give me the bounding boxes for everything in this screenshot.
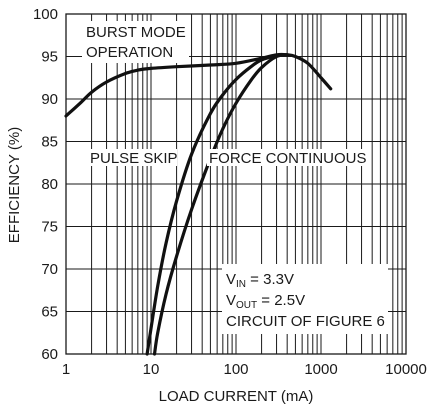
- x-tick-label: 10: [143, 361, 160, 378]
- burst-label-bg: [82, 21, 189, 63]
- y-tick-label: 70: [41, 261, 58, 278]
- y-tick-label: 60: [41, 346, 58, 363]
- condition-circuit: CIRCUIT OF FIGURE 6: [226, 313, 385, 330]
- condition-vout: VOUT = 2.5V: [226, 292, 305, 311]
- y-tick-label: 100: [33, 6, 58, 23]
- x-tick-label: 100: [223, 361, 248, 378]
- y-tick-label: 65: [41, 304, 58, 321]
- condition-vin: VIN = 3.3V: [226, 271, 294, 290]
- plot-frame: [65, 13, 407, 355]
- force-continuous-curve: [152, 53, 289, 356]
- conditions-box-bg: [222, 264, 388, 334]
- curves: [64, 52, 333, 356]
- force-continuous-label-bg: [207, 149, 367, 166]
- force-continuous-label: FORCE CONTINUOUS: [209, 150, 367, 167]
- pulse-skip-label-bg: [88, 149, 177, 166]
- y-tick-label: 75: [41, 219, 58, 236]
- burst-label-line1: BURST MODE: [86, 24, 186, 41]
- x-axis-label: LOAD CURRENT (mA): [159, 388, 314, 405]
- x-tick-label: 1: [62, 361, 70, 378]
- burst-mode-curve: [64, 52, 333, 118]
- x-tick-label: 10000: [385, 361, 427, 378]
- x-tick-label: 1000: [304, 361, 337, 378]
- tick-labels: 60 65 70 75 80 85 90 95 100 1 10 100 1000 10000: [33, 6, 427, 378]
- y-tick-label: 95: [41, 49, 58, 66]
- pulse-skip-label: PULSE SKIP: [90, 150, 178, 167]
- y-tick-label: 85: [41, 134, 58, 151]
- y-tick-label: 80: [41, 176, 58, 193]
- pulse-skip-curve: [145, 53, 289, 356]
- y-tick-label: 90: [41, 91, 58, 108]
- burst-label-line2: OPERATION: [86, 44, 173, 61]
- y-axis-label: EFFICIENCY (%): [6, 127, 23, 243]
